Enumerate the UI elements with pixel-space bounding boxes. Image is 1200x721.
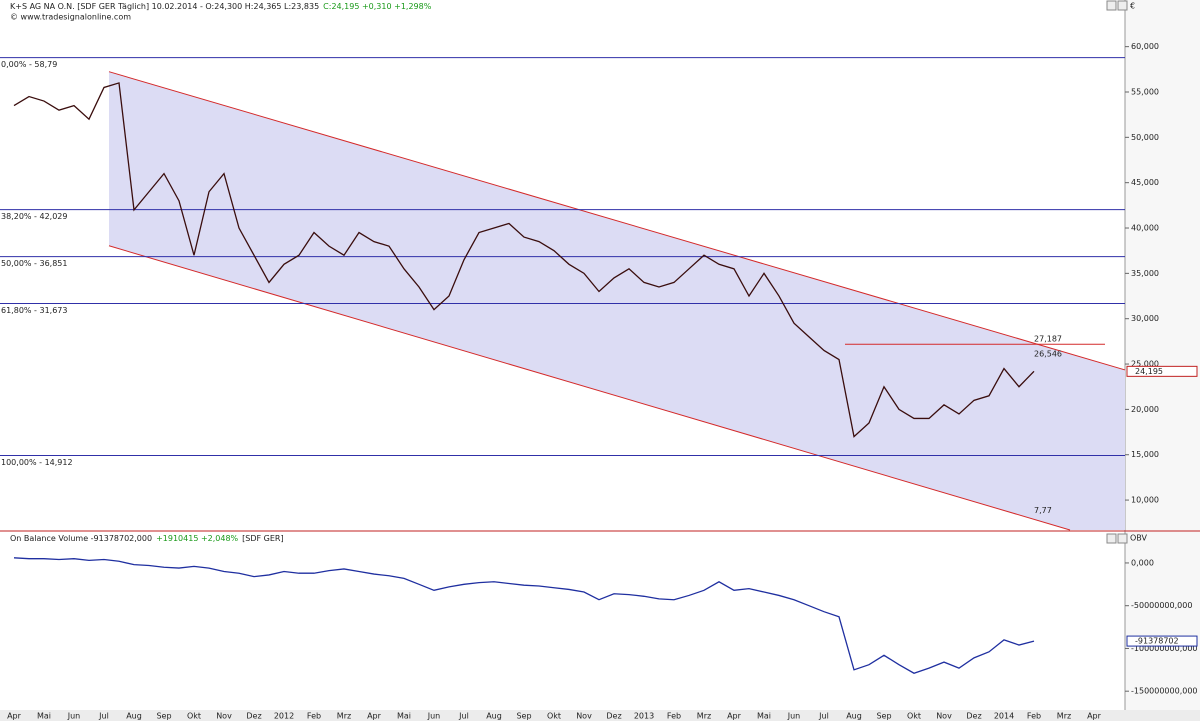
channel-lower <box>108 245 1071 531</box>
y-tick-label: -150000000,000 <box>1131 687 1198 696</box>
x-tick-label: Okt <box>187 712 201 721</box>
y-tick-label: 60,000 <box>1131 42 1159 51</box>
annotation: 7,77 <box>1034 506 1052 515</box>
title-change: +1910415 +2,048% <box>156 534 238 543</box>
x-tick-label: Nov <box>576 712 592 721</box>
window-button[interactable] <box>1106 533 1117 544</box>
x-tick-label: Mrz <box>697 712 711 721</box>
x-tick-label: 2013 <box>634 712 654 721</box>
window-button[interactable] <box>1117 0 1128 11</box>
x-tick-label: Okt <box>907 712 921 721</box>
last-value-box <box>1126 635 1198 647</box>
annotation: 27,187 <box>1034 335 1062 344</box>
price-line <box>13 82 1035 438</box>
y-tick-label: 35,000 <box>1131 269 1159 278</box>
channel-fill <box>109 71 1125 530</box>
x-tick-label: Mrz <box>337 712 351 721</box>
x-tick-label: Aug <box>486 712 502 721</box>
title-change: C:24,195 +0,310 +1,298% <box>323 2 432 11</box>
y-tick-label: 50,000 <box>1131 133 1159 142</box>
fib-label: 61,80% - 31,673 <box>1 306 67 315</box>
x-tick-label: Aug <box>126 712 142 721</box>
x-tick-label: Mai <box>757 712 771 721</box>
fib-label: 100,00% - 14,912 <box>1 458 73 467</box>
y-tick-label: -100000000,000 <box>1131 644 1198 653</box>
x-tick-label: Feb <box>667 712 681 721</box>
x-tick-label: Jun <box>787 712 801 721</box>
y-tick-label: 55,000 <box>1131 87 1159 96</box>
x-axis-panel <box>0 710 1200 721</box>
x-tick-label: Dez <box>246 712 261 721</box>
x-tick-label: 2014 <box>994 712 1014 721</box>
x-tick-label: Sep <box>156 712 171 721</box>
x-tick-label: Mai <box>397 712 411 721</box>
source: © www.tradesignalonline.com <box>10 13 131 22</box>
y-tick-label: 0,000 <box>1131 558 1154 567</box>
x-tick-label: Feb <box>307 712 321 721</box>
x-tick-label: Okt <box>547 712 561 721</box>
y-tick-label: 10,000 <box>1131 496 1159 505</box>
x-tick-label: Sep <box>516 712 531 721</box>
chart-title: K+S AG NA O.N. [SDF GER Täglich] 10.02.2… <box>10 2 432 11</box>
title-main: K+S AG NA O.N. [SDF GER Täglich] 10.02.2… <box>10 2 319 11</box>
x-tick-label: Aug <box>846 712 862 721</box>
window-button[interactable] <box>1117 533 1128 544</box>
y-axis-label: OBV <box>1130 534 1148 543</box>
last-value-label: 24,195 <box>1135 367 1163 376</box>
x-tick-label: Jul <box>98 712 109 721</box>
x-tick-label: Apr <box>7 712 22 721</box>
x-tick-label: Dez <box>606 712 621 721</box>
axis-panel <box>1125 0 1200 710</box>
last-value-box <box>1126 365 1198 377</box>
y-tick-label: 30,000 <box>1131 314 1159 323</box>
fib-label: 38,20% - 42,029 <box>1 212 67 221</box>
last-value-label: -91378702 <box>1135 637 1179 646</box>
y-axis-label: € <box>1130 2 1135 11</box>
price-line <box>13 557 1035 674</box>
x-tick-label: Dez <box>966 712 981 721</box>
x-tick-label: Apr <box>727 712 742 721</box>
x-tick-label: Jul <box>458 712 469 721</box>
fib-label: 50,00% - 36,851 <box>1 259 67 268</box>
fib-label: 0,00% - 58,79 <box>1 60 57 69</box>
y-tick-label: -50000000,000 <box>1131 601 1192 610</box>
x-tick-label: Apr <box>1087 712 1102 721</box>
window-button[interactable] <box>1106 0 1117 11</box>
x-tick-label: Apr <box>367 712 382 721</box>
x-tick-label: Mrz <box>1057 712 1071 721</box>
x-tick-label: 2012 <box>274 712 294 721</box>
y-tick-label: 45,000 <box>1131 178 1159 187</box>
channel-upper <box>108 71 1126 371</box>
x-tick-label: Mai <box>37 712 51 721</box>
x-tick-label: Jun <box>67 712 81 721</box>
indicator-title: On Balance Volume -91378702,000 +1910415 … <box>10 534 284 543</box>
y-tick-label: 25,000 <box>1131 360 1159 369</box>
title-main: On Balance Volume -91378702,000 <box>10 534 152 543</box>
annotation: 26,546 <box>1034 350 1062 359</box>
x-tick-label: Jul <box>818 712 829 721</box>
x-tick-label: Nov <box>936 712 952 721</box>
y-tick-label: 15,000 <box>1131 450 1159 459</box>
x-tick-label: Sep <box>876 712 891 721</box>
x-tick-label: Feb <box>1027 712 1041 721</box>
y-tick-label: 40,000 <box>1131 224 1159 233</box>
y-tick-label: 20,000 <box>1131 405 1159 414</box>
x-tick-label: Nov <box>216 712 232 721</box>
title-suffix: [SDF GER] <box>242 534 283 543</box>
x-tick-label: Jun <box>427 712 441 721</box>
